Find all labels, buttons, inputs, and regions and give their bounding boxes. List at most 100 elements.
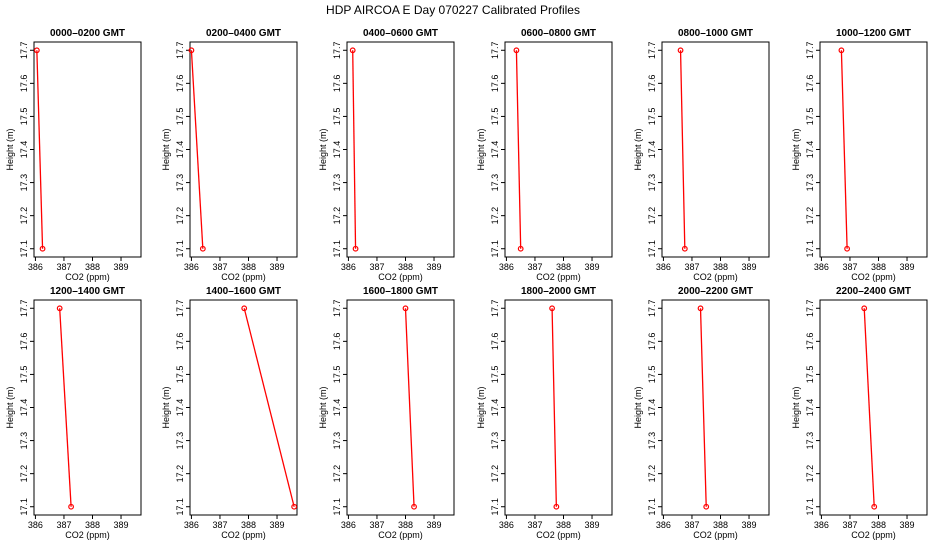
x-tick-label: 388 bbox=[556, 262, 571, 272]
x-axis-label: CO2 (ppm) bbox=[851, 530, 896, 540]
panel-title: 1200–1400 GMT bbox=[50, 286, 125, 297]
y-tick-label: 17.1 bbox=[647, 240, 657, 258]
y-tick-label: 17.3 bbox=[332, 432, 342, 450]
x-tick-label: 386 bbox=[814, 520, 829, 530]
data-point bbox=[39, 245, 46, 252]
profile-line bbox=[190, 50, 204, 249]
data-point bbox=[188, 47, 195, 54]
y-axis-label: Height (m) bbox=[633, 128, 643, 170]
y-axis-label: Height (m) bbox=[5, 386, 15, 428]
x-tick-label: 389 bbox=[427, 262, 442, 272]
panel: 0800–1000 GMT 386 387 388 389 17.1 17.2 17.3 17.… bbox=[633, 28, 770, 282]
data-point bbox=[68, 503, 74, 510]
data-point bbox=[517, 245, 524, 252]
x-tick-label: 386 bbox=[184, 520, 199, 530]
y-tick-label: 17.6 bbox=[805, 333, 815, 351]
y-tick-label: 17.6 bbox=[490, 333, 500, 351]
y-tick-label: 17.7 bbox=[490, 42, 500, 60]
y-axis-label: Height (m) bbox=[161, 128, 171, 170]
plot-frame bbox=[504, 299, 613, 516]
y-tick-label: 17.4 bbox=[647, 141, 657, 159]
y-tick-label: 17.4 bbox=[175, 141, 185, 159]
x-axis-label: CO2 (ppm) bbox=[693, 530, 738, 540]
y-tick-label: 17.5 bbox=[647, 366, 657, 384]
y-tick-label: 17.7 bbox=[19, 42, 29, 60]
panel: 1800–2000 GMT 386 387 388 389 17.1 17.2 17.3 17.… bbox=[476, 286, 613, 540]
y-tick-label: 17.3 bbox=[175, 174, 185, 192]
profile-line bbox=[679, 50, 686, 249]
y-tick-label: 17.3 bbox=[647, 432, 657, 450]
y-tick-label: 17.1 bbox=[490, 498, 500, 516]
y-tick-label: 17.1 bbox=[19, 240, 29, 258]
profile-line bbox=[840, 50, 848, 249]
y-tick-label: 17.4 bbox=[647, 399, 657, 417]
y-tick-label: 17.3 bbox=[19, 432, 29, 450]
x-tick-label: 389 bbox=[742, 262, 757, 272]
y-axis-label: Height (m) bbox=[318, 128, 328, 170]
data-point bbox=[513, 47, 520, 54]
y-tick-label: 17.7 bbox=[175, 300, 185, 318]
x-axis-label: CO2 (ppm) bbox=[221, 272, 266, 282]
panel-title: 0000–0200 GMT bbox=[50, 28, 125, 39]
profile-line bbox=[699, 308, 707, 507]
panel-title: 2000–2200 GMT bbox=[678, 286, 753, 297]
y-axis-label: Height (m) bbox=[791, 386, 801, 428]
x-tick-label: 387 bbox=[684, 262, 699, 272]
x-tick-label: 386 bbox=[28, 262, 43, 272]
x-tick-label: 388 bbox=[241, 262, 256, 272]
y-tick-label: 17.7 bbox=[19, 300, 29, 318]
y-tick-label: 17.4 bbox=[805, 399, 815, 417]
y-tick-label: 17.1 bbox=[805, 498, 815, 516]
y-tick-label: 17.1 bbox=[175, 240, 185, 258]
profile-line bbox=[243, 308, 295, 507]
y-tick-label: 17.4 bbox=[175, 399, 185, 417]
y-tick-label: 17.5 bbox=[490, 108, 500, 126]
y-tick-label: 17.7 bbox=[490, 300, 500, 318]
profile-line bbox=[404, 308, 415, 507]
y-tick-label: 17.5 bbox=[19, 366, 29, 384]
data-point bbox=[291, 503, 298, 510]
y-tick-label: 17.4 bbox=[805, 141, 815, 159]
data-point bbox=[838, 47, 845, 54]
y-tick-label: 17.3 bbox=[647, 174, 657, 192]
data-point bbox=[402, 305, 409, 312]
x-axis-label: CO2 (ppm) bbox=[851, 272, 896, 282]
y-tick-label: 17.6 bbox=[332, 75, 342, 93]
panels-grid: 0000–0200 GMT 386 387 388 389 17.1 17.2 17.3 17.… bbox=[5, 28, 928, 540]
panel-title: 0200–0400 GMT bbox=[206, 28, 281, 39]
y-tick-label: 17.4 bbox=[332, 399, 342, 417]
data-point bbox=[411, 503, 417, 510]
figure-title: HDP AIRCOA E Day 070227 Calibrated Profi… bbox=[326, 3, 580, 17]
x-tick-label: 389 bbox=[114, 520, 129, 530]
y-axis-label: Height (m) bbox=[318, 386, 328, 428]
x-axis-label: CO2 (ppm) bbox=[536, 530, 581, 540]
y-tick-label: 17.5 bbox=[805, 108, 815, 126]
y-tick-label: 17.7 bbox=[332, 42, 342, 60]
plot-frame bbox=[346, 41, 455, 258]
y-axis-label: Height (m) bbox=[476, 386, 486, 428]
panel-title: 0600–0800 GMT bbox=[521, 28, 596, 39]
y-axis-label: Height (m) bbox=[5, 128, 15, 170]
panel-title: 2200–2400 GMT bbox=[836, 286, 911, 297]
panel-title: 1800–2000 GMT bbox=[521, 286, 596, 297]
y-tick-label: 17.3 bbox=[805, 432, 815, 450]
x-tick-label: 386 bbox=[499, 520, 514, 530]
x-tick-label: 389 bbox=[742, 520, 757, 530]
y-tick-label: 17.1 bbox=[332, 240, 342, 258]
y-tick-label: 17.3 bbox=[805, 174, 815, 192]
y-tick-label: 17.2 bbox=[805, 465, 815, 483]
y-tick-label: 17.7 bbox=[647, 42, 657, 60]
data-point bbox=[844, 245, 851, 252]
y-tick-label: 17.5 bbox=[332, 108, 342, 126]
y-tick-label: 17.6 bbox=[332, 333, 342, 351]
x-tick-label: 386 bbox=[656, 520, 671, 530]
plot-frame bbox=[33, 299, 142, 516]
profile-line bbox=[551, 308, 558, 507]
y-tick-label: 17.6 bbox=[490, 75, 500, 93]
y-tick-label: 17.3 bbox=[490, 174, 500, 192]
data-point bbox=[703, 503, 710, 510]
y-tick-label: 17.7 bbox=[332, 300, 342, 318]
x-axis-label: CO2 (ppm) bbox=[65, 530, 110, 540]
x-tick-label: 387 bbox=[527, 520, 542, 530]
